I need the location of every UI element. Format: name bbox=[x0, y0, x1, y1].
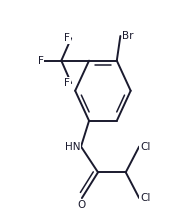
Text: Br: Br bbox=[122, 31, 134, 41]
Text: HN: HN bbox=[65, 142, 80, 152]
Text: F: F bbox=[64, 33, 70, 43]
Text: O: O bbox=[78, 200, 86, 210]
Text: Cl: Cl bbox=[140, 142, 150, 152]
Text: F: F bbox=[64, 78, 70, 88]
Text: F: F bbox=[38, 56, 43, 66]
Text: Cl: Cl bbox=[140, 193, 150, 203]
